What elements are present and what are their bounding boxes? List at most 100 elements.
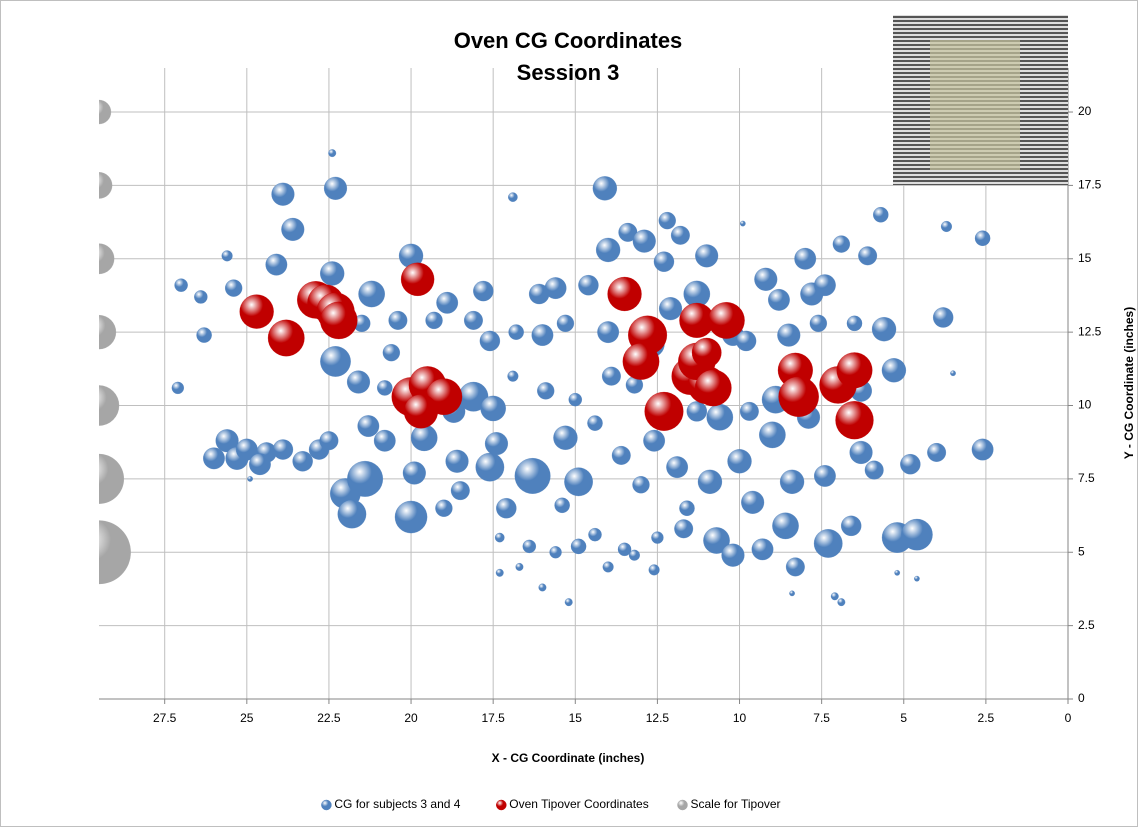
bubble — [739, 220, 746, 227]
bubble — [494, 532, 505, 543]
x-tick-label: 27.5 — [153, 711, 177, 725]
bubble — [622, 343, 660, 380]
bubble — [475, 452, 505, 482]
bubble — [564, 467, 594, 497]
bubble — [522, 539, 537, 554]
bubble — [346, 370, 371, 394]
bubble — [881, 358, 907, 383]
bubble — [837, 598, 846, 607]
bubble — [703, 527, 730, 554]
x-tick-label: 22.5 — [317, 711, 341, 725]
y-tick-label: 17.5 — [1078, 178, 1102, 192]
bubble — [872, 206, 889, 223]
bubble — [846, 315, 863, 332]
bubble — [531, 324, 554, 347]
bubble — [632, 476, 650, 494]
bubble — [215, 429, 239, 453]
bubble — [568, 392, 583, 407]
bubble — [927, 442, 947, 463]
bubble — [99, 314, 117, 350]
bubble — [292, 450, 313, 472]
bubble — [601, 366, 621, 386]
bubble — [194, 290, 208, 304]
y-tick-label: 5 — [1078, 544, 1085, 558]
bubble — [836, 352, 873, 389]
bubble — [556, 314, 575, 333]
x-tick-label: 7.5 — [813, 711, 830, 725]
bubble — [425, 311, 443, 330]
bubble — [495, 568, 504, 577]
y-tick-label: 20 — [1078, 104, 1092, 118]
bubble — [564, 598, 573, 607]
bubble — [357, 415, 380, 438]
bubble — [809, 314, 828, 333]
bubble — [99, 243, 115, 275]
bubble — [695, 244, 719, 268]
y-tick-label: 15 — [1078, 251, 1092, 265]
x-tick-label: 5 — [900, 711, 907, 725]
x-tick-label: 17.5 — [481, 711, 505, 725]
bubble — [751, 538, 774, 561]
bubble — [196, 327, 212, 343]
bubble — [670, 225, 690, 245]
bubble — [570, 538, 587, 555]
bubble — [832, 235, 851, 253]
bubble — [328, 149, 337, 158]
bubble — [901, 518, 933, 551]
bubble — [281, 217, 305, 242]
bubble — [697, 469, 723, 495]
bubble — [691, 337, 722, 368]
bubble — [778, 376, 819, 418]
y-axis-title: Y - CG Coordinate (inches) — [1122, 307, 1136, 459]
bubble — [319, 431, 339, 451]
inset-photo — [893, 15, 1068, 185]
bubble — [410, 424, 438, 452]
bubble — [171, 381, 185, 395]
bubble — [400, 262, 435, 297]
bubble — [588, 527, 602, 542]
bubble — [538, 583, 547, 592]
bubble — [507, 370, 519, 382]
bubble — [578, 274, 599, 296]
bubble — [435, 499, 453, 517]
bubble — [247, 475, 254, 482]
bubble — [858, 246, 878, 266]
bubble — [666, 456, 689, 479]
y-tick-label: 10 — [1078, 398, 1092, 412]
bubble — [272, 439, 294, 460]
bubble — [658, 211, 676, 230]
bubble — [450, 481, 470, 501]
bubble — [754, 267, 778, 291]
bubble — [932, 307, 954, 328]
bubble — [479, 330, 501, 352]
legend-marker — [677, 799, 688, 811]
y-tick-label: 0 — [1078, 691, 1085, 705]
legend-label: Oven Tipover Coordinates — [509, 797, 648, 811]
bubble — [741, 490, 765, 514]
bubble — [679, 500, 695, 517]
bubble — [515, 562, 524, 571]
bubble — [358, 280, 386, 308]
bubble — [99, 99, 112, 125]
x-axis-title: X - CG Coordinate (inches) — [492, 751, 645, 765]
bubble — [864, 460, 884, 480]
chart-subtitle: Session 3 — [517, 60, 620, 85]
bubble — [403, 394, 439, 429]
bubble — [611, 445, 631, 465]
x-tick-label: 12.5 — [646, 711, 670, 725]
grid: 27.5 25 22.5 20 17.5 15 12.5 10 7.5 5 2.5 00 2.5 5 7.5… — [99, 68, 1102, 725]
bubble — [607, 276, 642, 312]
bubble — [514, 457, 551, 494]
y-tick-label: 12.5 — [1078, 324, 1102, 338]
bubble — [376, 380, 393, 396]
bubble — [388, 310, 408, 330]
legend-label: Scale for Tipover — [691, 797, 781, 811]
bubble — [794, 247, 817, 270]
bubble — [735, 330, 757, 352]
legend-marker — [321, 799, 332, 811]
bubble — [239, 294, 274, 329]
bubble — [940, 220, 953, 233]
bubble — [536, 382, 555, 400]
bubble — [648, 564, 660, 576]
